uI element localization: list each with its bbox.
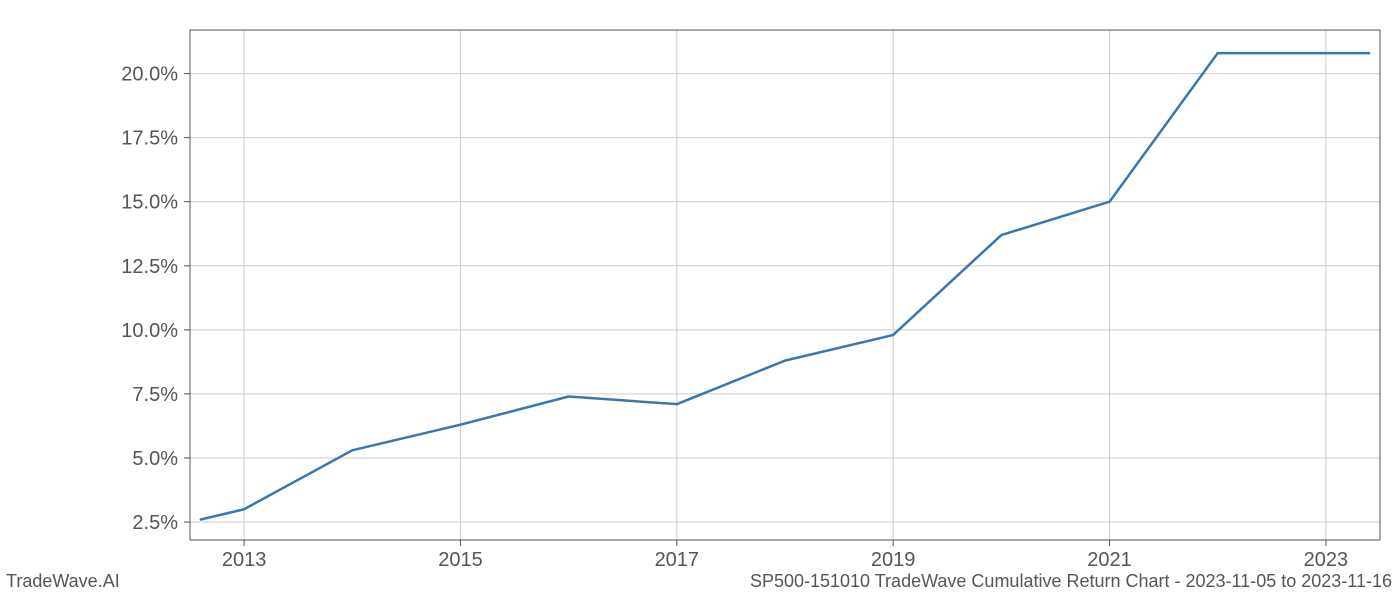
svg-text:10.0%: 10.0%: [121, 320, 178, 342]
svg-text:2023: 2023: [1304, 549, 1349, 571]
svg-text:12.5%: 12.5%: [121, 256, 178, 278]
svg-text:7.5%: 7.5%: [132, 384, 178, 406]
footer-brand: TradeWave.AI: [6, 571, 120, 592]
svg-text:2.5%: 2.5%: [132, 512, 178, 534]
svg-text:20.0%: 20.0%: [121, 64, 178, 86]
line-chart: 2013 2015 2017 2019 2021 2023 2.5% 5.0% 7.5% 10.0…: [0, 0, 1400, 600]
svg-text:2013: 2013: [222, 549, 267, 571]
svg-text:2021: 2021: [1087, 549, 1132, 571]
svg-text:2017: 2017: [655, 549, 700, 571]
svg-text:15.0%: 15.0%: [121, 192, 178, 214]
svg-text:2015: 2015: [438, 549, 483, 571]
svg-text:2019: 2019: [871, 549, 916, 571]
svg-text:17.5%: 17.5%: [121, 128, 178, 150]
svg-text:5.0%: 5.0%: [132, 448, 178, 470]
chart-container: 2013 2015 2017 2019 2021 2023 2.5% 5.0% 7.5% 10.0…: [0, 0, 1400, 600]
footer-caption: SP500-151010 TradeWave Cumulative Return…: [750, 571, 1392, 592]
